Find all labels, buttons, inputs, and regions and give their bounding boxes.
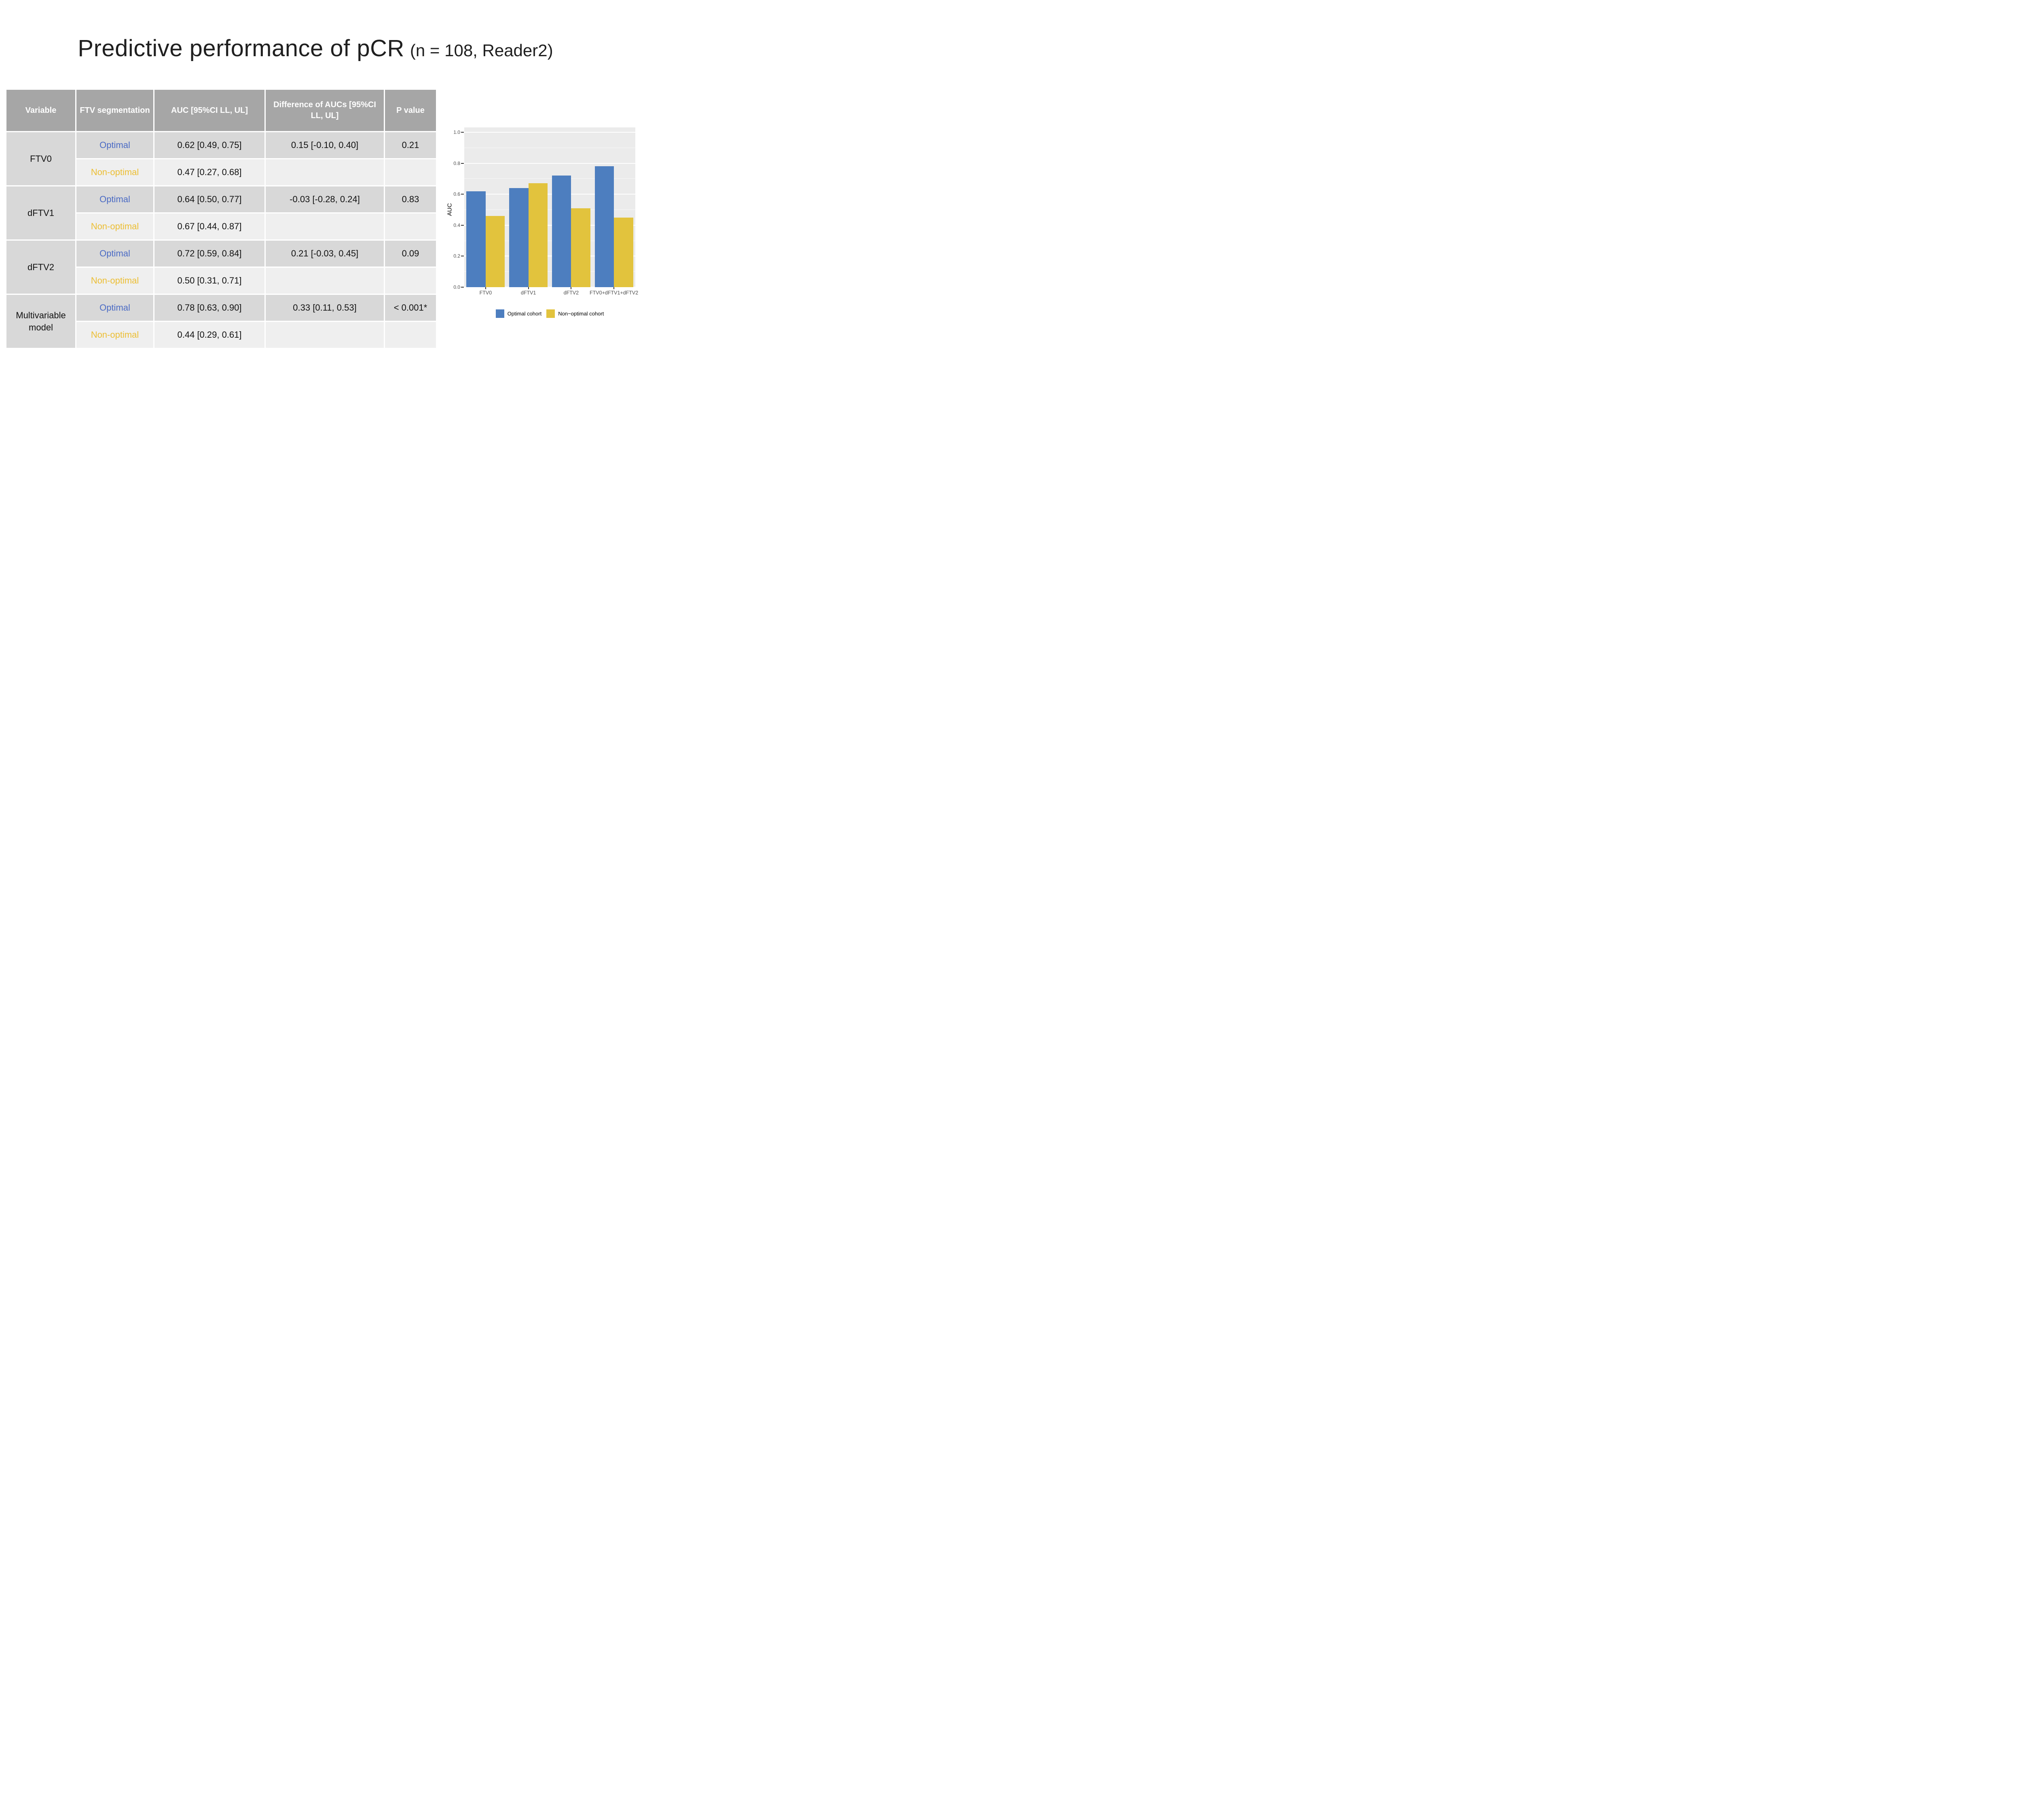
major-gridline [464, 224, 635, 226]
results-table: Variable FTV segmentation AUC [95%CI LL,… [6, 90, 436, 348]
bar-optimal-cohort-dFTV1 [509, 188, 529, 287]
auc-cell: 0.78 [0.63, 0.90] [154, 295, 264, 321]
segmentation-cell: Non-optimal [76, 214, 153, 239]
y-tick [461, 163, 464, 164]
diff-cell: -0.03 [-0.28, 0.24] [266, 186, 384, 212]
slide-title-main: Predictive performance of pCR [78, 35, 404, 61]
pvalue-cell: 0.83 [385, 186, 436, 212]
auc-cell: 0.44 [0.29, 0.61] [154, 322, 264, 348]
y-tick-label: 0.6 [453, 191, 460, 197]
bar-non-optimal-cohort-dFTV2 [571, 208, 590, 287]
diff-cell: 0.21 [-0.03, 0.45] [266, 241, 384, 267]
bar-non-optimal-cohort-FTV0 [485, 216, 505, 287]
x-tick-label: FTV0+dFTV1+dFTV2 [590, 290, 639, 296]
bar-optimal-cohort-FTV0+dFTV1+dFTV2 [594, 166, 614, 287]
diff-cell [266, 268, 384, 294]
pvalue-cell: < 0.001* [385, 295, 436, 321]
auc-cell: 0.64 [0.50, 0.77] [154, 186, 264, 212]
x-axis-ticks [464, 287, 635, 289]
x-tick [485, 287, 486, 289]
auc-cell: 0.62 [0.49, 0.75] [154, 132, 264, 158]
diff-cell [266, 159, 384, 185]
chart-panel [464, 127, 635, 287]
x-tick [528, 287, 529, 289]
segmentation-cell: Optimal [76, 241, 153, 267]
variable-cell-dftv1: dFTV1 [6, 186, 75, 239]
bar-non-optimal-cohort-FTV0+dFTV1+dFTV2 [614, 217, 633, 287]
diff-cell: 0.33 [0.11, 0.53] [266, 295, 384, 321]
variable-cell-dftv2: dFTV2 [6, 241, 75, 294]
y-tick [461, 132, 464, 133]
y-tick [461, 194, 464, 195]
variable-cell-multivariable-model: Multivariable model [6, 295, 75, 348]
pvalue-cell: 0.09 [385, 241, 436, 267]
slide-title-suffix: (n = 108, Reader2) [410, 41, 553, 60]
auc-cell: 0.72 [0.59, 0.84] [154, 241, 264, 267]
col-header-variable: Variable [6, 90, 75, 131]
y-tick-label: 0.2 [453, 253, 460, 259]
pvalue-cell [385, 322, 436, 348]
y-tick [461, 287, 464, 288]
segmentation-cell: Optimal [76, 295, 153, 321]
segmentation-cell: Optimal [76, 186, 153, 212]
minor-gridline [464, 271, 635, 272]
bar-optimal-cohort-dFTV2 [552, 176, 571, 287]
major-gridline [464, 163, 635, 164]
pvalue-cell [385, 268, 436, 294]
y-tick-label: 0.0 [453, 284, 460, 290]
diff-cell [266, 214, 384, 239]
auc-cell: 0.47 [0.27, 0.68] [154, 159, 264, 185]
legend-swatch-optimal [495, 309, 504, 318]
x-tick-label: dFTV1 [520, 290, 536, 296]
auc-cell: 0.50 [0.31, 0.71] [154, 268, 264, 294]
auc-cell: 0.67 [0.44, 0.87] [154, 214, 264, 239]
variable-cell-ftv0: FTV0 [6, 132, 75, 185]
col-header-difference: Difference of AUCs [95%CI LL, UL] [266, 90, 384, 131]
y-axis-ticks [461, 127, 464, 288]
slide: Predictive performance of pCR (n = 108, R… [0, 0, 647, 364]
x-axis-labels: FTV0 dFTV1 dFTV2 FTV0+dFTV1+dFTV2 [464, 290, 639, 297]
major-gridline [464, 132, 635, 133]
y-tick-label: 0.8 [453, 160, 460, 166]
x-tick-label: dFTV2 [563, 290, 579, 296]
pvalue-cell: 0.21 [385, 132, 436, 158]
segmentation-cell: Non-optimal [76, 268, 153, 294]
legend-swatch-non-optimal [546, 309, 555, 318]
bar-optimal-cohort-FTV0 [466, 191, 486, 287]
bar-non-optimal-cohort-dFTV1 [528, 183, 548, 287]
chart-legend: Optimal cohort Non−optimal cohort [464, 309, 635, 318]
x-tick [613, 287, 615, 289]
slide-title: Predictive performance of pCR (n = 108, R… [24, 35, 607, 62]
segmentation-cell: Non-optimal [76, 322, 153, 348]
y-tick [461, 224, 464, 226]
segmentation-cell: Non-optimal [76, 159, 153, 185]
minor-gridline [464, 178, 635, 179]
col-header-pvalue: P value [385, 90, 436, 131]
y-axis-labels: 0.0 0.2 0.4 0.6 0.8 1.0 [445, 127, 460, 290]
major-gridline [464, 194, 635, 195]
segmentation-cell: Optimal [76, 132, 153, 158]
y-tick-label: 0.4 [453, 222, 460, 228]
auc-bar-chart: AUC 0.0 0.2 0.4 0.6 0.8 1.0 FTV0 dFTV1 dFTV2 FTV… [445, 121, 647, 335]
col-header-auc: AUC [95%CI LL, UL] [154, 90, 264, 131]
pvalue-cell [385, 214, 436, 239]
legend-label-non-optimal: Non−optimal cohort [558, 310, 604, 317]
col-header-ftv-segmentation: FTV segmentation [76, 90, 153, 131]
diff-cell [266, 322, 384, 348]
y-tick-label: 1.0 [453, 129, 460, 135]
legend-label-optimal: Optimal cohort [507, 310, 542, 317]
diff-cell: 0.15 [-0.10, 0.40] [266, 132, 384, 158]
pvalue-cell [385, 159, 436, 185]
x-tick-label: FTV0 [479, 290, 492, 296]
